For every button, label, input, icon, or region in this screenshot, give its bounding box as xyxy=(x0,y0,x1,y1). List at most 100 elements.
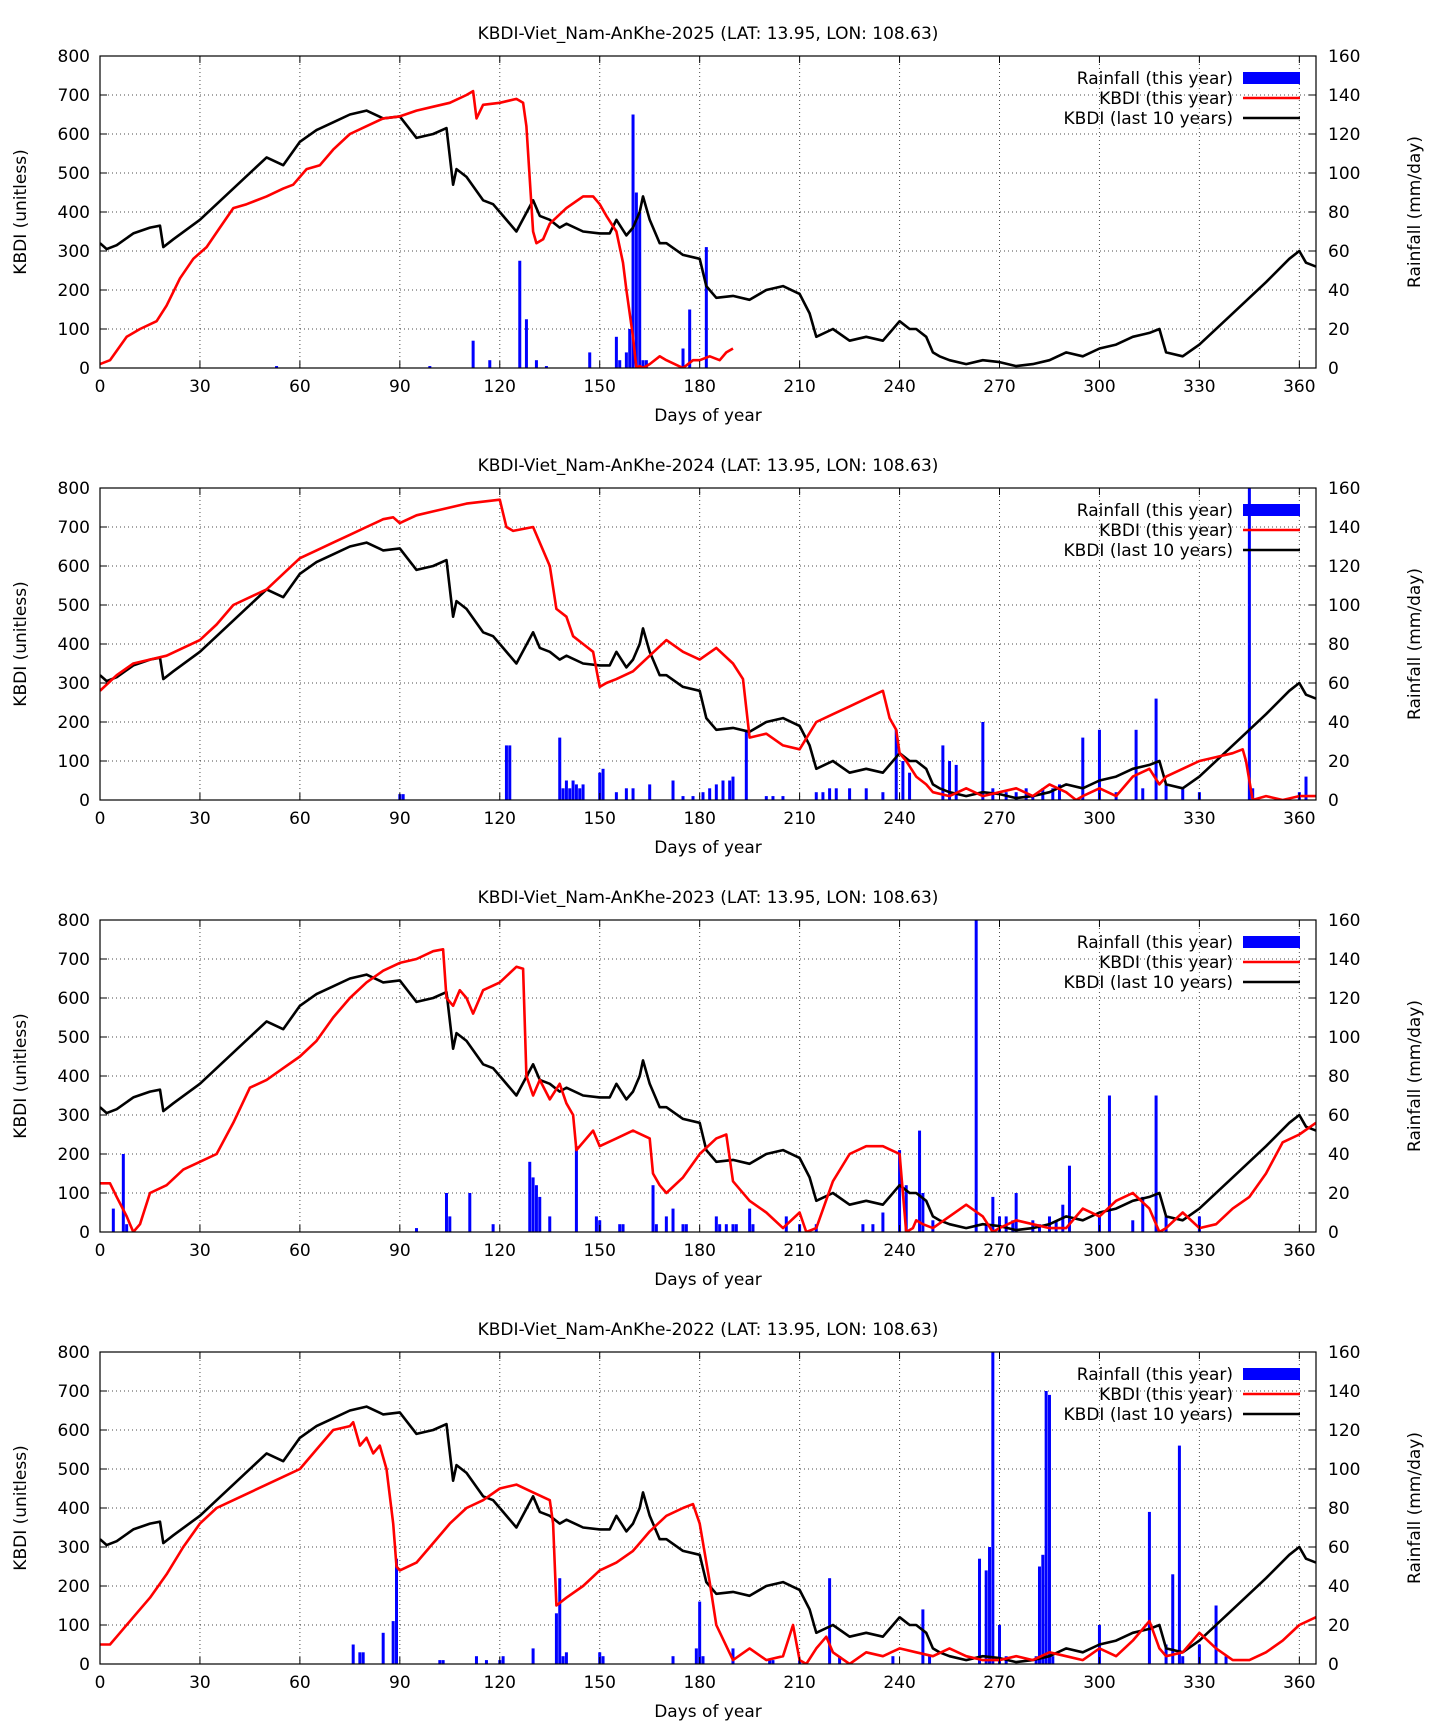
rainfall-bar xyxy=(581,784,585,800)
rainfall-bar xyxy=(681,1224,685,1232)
rainfall-bar xyxy=(1031,1220,1035,1232)
y-tick-label: 500 xyxy=(58,1028,90,1048)
rainfall-bar xyxy=(484,1660,488,1664)
rainfall-bar xyxy=(618,1224,622,1232)
rainfall-bar xyxy=(1304,776,1308,800)
y2-axis-label: Rainfall (mm/day) xyxy=(1405,1000,1425,1152)
rainfall-bar xyxy=(654,1224,658,1232)
y-tick-label: 300 xyxy=(58,674,90,694)
y2-tick-label: 20 xyxy=(1328,752,1350,772)
x-tick-label: 120 xyxy=(484,809,516,829)
rainfall-bar xyxy=(631,114,635,368)
rainfall-bar xyxy=(1037,1566,1041,1664)
rainfall-bar xyxy=(441,1660,445,1664)
y-tick-label: 600 xyxy=(58,125,90,145)
rainfall-bar xyxy=(471,340,475,368)
rainfall-bar xyxy=(125,1224,129,1232)
rainfall-bar xyxy=(624,788,628,800)
rainfall-bar xyxy=(634,192,638,368)
y-axis-label: KBDI (unitless) xyxy=(11,1013,31,1138)
rainfall-bar xyxy=(618,360,622,368)
rainfall-bar xyxy=(351,1644,355,1664)
rainfall-bar xyxy=(701,1656,705,1664)
y2-tick-label: 100 xyxy=(1328,164,1360,184)
rainfall-bar xyxy=(821,792,825,800)
rainfall-bar xyxy=(601,768,605,800)
rainfall-bar xyxy=(1081,737,1085,800)
x-tick-label: 270 xyxy=(983,1673,1015,1693)
rainfall-bar xyxy=(838,1656,842,1664)
y2-tick-label: 60 xyxy=(1328,1538,1350,1558)
rainfall-bar xyxy=(928,1656,932,1664)
rainfall-bar xyxy=(614,792,618,800)
x-tick-label: 180 xyxy=(683,1673,715,1693)
rainfall-bar xyxy=(641,360,645,368)
rainfall-bar xyxy=(1154,698,1158,800)
y2-tick-label: 60 xyxy=(1328,242,1350,262)
rainfall-bar xyxy=(1031,796,1035,800)
y-tick-label: 100 xyxy=(58,1184,90,1204)
rainfall-bar xyxy=(534,360,538,368)
x-tick-label: 90 xyxy=(389,809,411,829)
rainfall-bar xyxy=(1051,1656,1055,1664)
rainfall-bar xyxy=(414,1228,418,1232)
rainfall-bar xyxy=(558,1578,562,1664)
rainfall-bar xyxy=(395,1558,399,1664)
rainfall-bar xyxy=(671,780,675,800)
rainfall-bar xyxy=(1164,784,1168,800)
y-tick-label: 0 xyxy=(79,1655,90,1675)
rainfall-bar xyxy=(881,792,885,800)
x-tick-label: 330 xyxy=(1183,1673,1215,1693)
y-tick-label: 800 xyxy=(58,47,90,67)
rainfall-bar xyxy=(918,1130,922,1232)
rainfall-bar xyxy=(361,1652,365,1664)
rainfall-bar xyxy=(574,784,578,800)
rainfall-bar xyxy=(1037,1224,1041,1232)
legend-label: Rainfall (this year) xyxy=(1077,501,1233,521)
rainfall-bar xyxy=(984,1224,988,1232)
rainfall-bar xyxy=(1014,792,1018,800)
y2-tick-label: 100 xyxy=(1328,1028,1360,1048)
y2-tick-label: 40 xyxy=(1328,1577,1350,1597)
x-axis-label: Days of year xyxy=(654,1270,762,1290)
rainfall-bar xyxy=(764,796,768,800)
x-tick-label: 150 xyxy=(583,1673,615,1693)
y2-tick-label: 100 xyxy=(1328,1460,1360,1480)
rainfall-bar xyxy=(751,1224,755,1232)
y2-tick-label: 20 xyxy=(1328,320,1350,340)
legend-label: KBDI (last 10 years) xyxy=(1064,973,1233,993)
rainfall-bar xyxy=(1164,1216,1168,1232)
rainfall-bar xyxy=(974,920,978,1232)
y2-tick-label: 120 xyxy=(1328,1421,1360,1441)
rainfall-bar xyxy=(491,1224,495,1232)
x-tick-label: 30 xyxy=(189,377,211,397)
rainfall-bar xyxy=(564,1652,568,1664)
y-tick-label: 100 xyxy=(58,320,90,340)
rainfall-bar xyxy=(948,761,952,800)
chart-panel-3: KBDI-Viet_Nam-AnKhe-2022 (LAT: 13.95, LO… xyxy=(11,1320,1425,1722)
x-tick-label: 120 xyxy=(484,1241,516,1261)
rainfall-bar xyxy=(941,745,945,800)
y2-tick-label: 160 xyxy=(1328,47,1360,67)
rainfall-bar xyxy=(628,329,632,368)
rainfall-bar xyxy=(528,1161,532,1232)
x-tick-label: 330 xyxy=(1183,809,1215,829)
y2-tick-label: 80 xyxy=(1328,1499,1350,1519)
rainfall-bar xyxy=(721,780,725,800)
x-tick-label: 120 xyxy=(484,377,516,397)
rainfall-bar xyxy=(984,1570,988,1664)
rainfall-bar xyxy=(1051,788,1055,800)
y-tick-label: 300 xyxy=(58,242,90,262)
y2-tick-label: 120 xyxy=(1328,125,1360,145)
rainfall-bar xyxy=(734,1224,738,1232)
rainfall-bar xyxy=(614,336,618,368)
legend-swatch-rainfall xyxy=(1243,72,1300,84)
rainfall-bar xyxy=(771,796,775,800)
y-tick-label: 300 xyxy=(58,1538,90,1558)
chart-title: KBDI-Viet_Nam-AnKhe-2025 (LAT: 13.95, LO… xyxy=(478,24,939,44)
rainfall-bar xyxy=(698,1601,702,1664)
y-tick-label: 100 xyxy=(58,1616,90,1636)
rainfall-bar xyxy=(1044,1391,1048,1664)
y2-tick-label: 140 xyxy=(1328,950,1360,970)
rainfall-bar xyxy=(991,1196,995,1232)
